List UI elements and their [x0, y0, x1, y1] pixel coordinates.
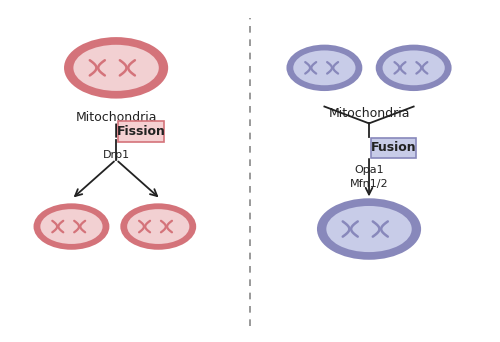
Text: Mitochondria: Mitochondria	[76, 111, 157, 124]
Ellipse shape	[40, 209, 102, 244]
Ellipse shape	[34, 203, 110, 250]
Ellipse shape	[376, 45, 452, 91]
Ellipse shape	[286, 45, 362, 91]
FancyBboxPatch shape	[371, 138, 416, 158]
Text: Opa1: Opa1	[354, 165, 384, 174]
Text: Fission: Fission	[116, 125, 166, 138]
Text: Fusion: Fusion	[370, 142, 416, 155]
Ellipse shape	[326, 206, 412, 252]
Ellipse shape	[64, 37, 168, 98]
Text: Drp1: Drp1	[102, 150, 130, 160]
Ellipse shape	[317, 198, 421, 260]
Ellipse shape	[120, 203, 196, 250]
Ellipse shape	[382, 50, 445, 85]
FancyBboxPatch shape	[118, 121, 164, 142]
Text: Mitochondria: Mitochondria	[328, 106, 410, 119]
Ellipse shape	[74, 45, 159, 91]
Text: Mfn1/2: Mfn1/2	[350, 180, 389, 189]
Ellipse shape	[294, 50, 356, 85]
Ellipse shape	[127, 209, 190, 244]
